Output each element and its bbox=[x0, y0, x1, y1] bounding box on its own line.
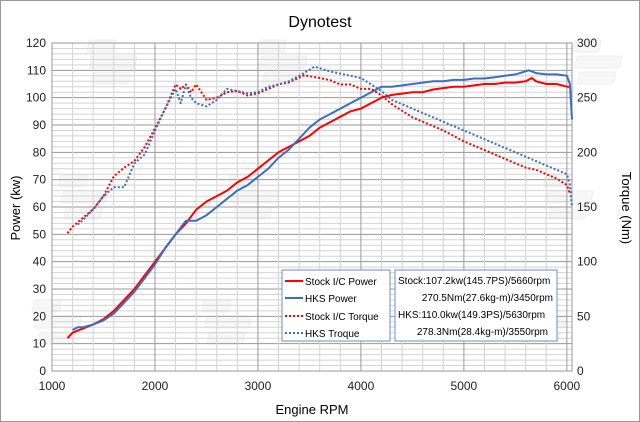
x-tick-label: 3000 bbox=[245, 379, 272, 393]
annotation-stock-power: Stock:107.2kw(145.7PS)/5660rpm bbox=[398, 276, 550, 287]
tick-labels: 0 10 20 30 40 50 60 70 80 90 100 110 120 0 50 100 150 200… bbox=[26, 36, 597, 393]
watermark-mark bbox=[256, 39, 287, 53]
series-lines bbox=[66, 65, 573, 339]
watermark-mark bbox=[92, 71, 131, 85]
series-line-hks-troque bbox=[77, 65, 573, 226]
annotation-stock-torque: 270.5Nm(27.6kg-m)/3450rpm bbox=[422, 293, 553, 304]
y2-tick-label: 300 bbox=[577, 36, 597, 50]
y-tick-label: 30 bbox=[33, 282, 47, 296]
watermark-mark bbox=[233, 206, 273, 220]
watermark-logo bbox=[571, 39, 623, 85]
watermark-logo bbox=[86, 39, 138, 85]
series-line-stock-i-c-power bbox=[66, 77, 570, 339]
y2-axis-title: Torque (Nm) bbox=[619, 172, 634, 244]
y2-tick-label: 200 bbox=[577, 145, 597, 159]
watermark-mark bbox=[31, 299, 62, 313]
y-tick-label: 100 bbox=[26, 91, 46, 105]
y2-tick-label: 0 bbox=[577, 364, 584, 378]
y-tick-label: 120 bbox=[26, 36, 46, 50]
x-tick-label: 6000 bbox=[553, 379, 580, 393]
y-tick-label: 60 bbox=[33, 200, 47, 214]
annotation-hks-torque: 278.3Nm(28.4kg-m)/3550rpm bbox=[417, 327, 548, 338]
y-tick-label: 0 bbox=[39, 364, 46, 378]
watermark-mark bbox=[262, 71, 301, 85]
y-tick-label: 80 bbox=[33, 145, 47, 159]
chart-title: Dynotest bbox=[288, 14, 352, 31]
watermark-mark bbox=[574, 55, 623, 69]
y-axis-title: Power (kw) bbox=[8, 175, 23, 240]
x-tick-label: 4000 bbox=[348, 379, 375, 393]
x-tick-label: 2000 bbox=[142, 379, 169, 393]
series-line-stock-i-c-torque bbox=[66, 74, 571, 234]
y-tick-label: 10 bbox=[33, 337, 47, 351]
y-tick-label: 90 bbox=[33, 118, 47, 132]
y2-tick-label: 50 bbox=[577, 309, 591, 323]
y2-tick-label: 150 bbox=[577, 200, 597, 214]
watermark-mark bbox=[571, 39, 602, 53]
y2-tick-label: 250 bbox=[577, 91, 597, 105]
y-tick-label: 40 bbox=[33, 255, 47, 269]
y2-tick-label: 100 bbox=[577, 255, 597, 269]
y-tick-label: 70 bbox=[33, 173, 47, 187]
x-axis-title: Engine RPM bbox=[276, 402, 349, 417]
legend-stock-torque: Stock I/C Torque bbox=[305, 312, 379, 323]
x-tick-label: 1000 bbox=[39, 379, 66, 393]
legend-stock-power: Stock I/C Power bbox=[305, 277, 377, 288]
watermark-mark bbox=[259, 55, 308, 69]
watermark-mark bbox=[577, 71, 616, 85]
y-tick-label: 20 bbox=[33, 309, 47, 323]
y-tick-label: 110 bbox=[27, 63, 46, 77]
series-line-hks-power bbox=[72, 69, 573, 331]
gridlines bbox=[51, 42, 573, 372]
watermark-logo bbox=[31, 299, 82, 345]
y-tick-label: 50 bbox=[33, 227, 47, 241]
legend-hks-torque: HKS Troque bbox=[305, 329, 360, 340]
watermark-mark bbox=[86, 39, 117, 53]
annotation-hks-power: HKS:110.0kw(149.3PS)/5630rpm bbox=[398, 310, 545, 321]
legend: Stock I/C Power HKS Power Stock I/C Torq… bbox=[281, 269, 391, 342]
plot-area-border bbox=[51, 42, 573, 372]
legend-hks-power: HKS Power bbox=[305, 294, 357, 305]
x-tick-label: 5000 bbox=[451, 379, 478, 393]
watermark-mark bbox=[63, 206, 103, 220]
peak-annotation-box: Stock:107.2kw(145.7PS)/5660rpm 270.5Nm(2… bbox=[394, 269, 558, 342]
